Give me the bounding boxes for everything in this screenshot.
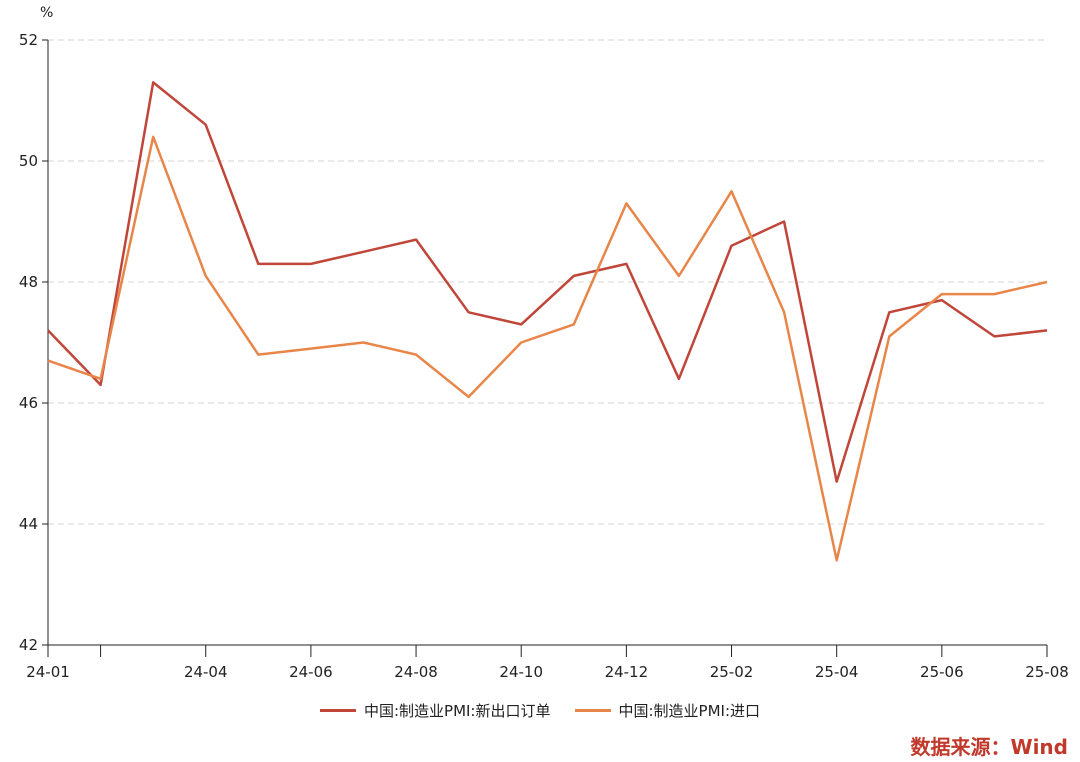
y-tick-label-46: 46: [19, 394, 38, 412]
legend-swatch-export-orders: [319, 709, 356, 712]
x-tick-label-25-04: 25-04: [815, 663, 859, 681]
grid-lines: [48, 39, 1047, 525]
x-tick-label-24-04: 24-04: [184, 663, 228, 681]
x-tick-label-24-06: 24-06: [289, 663, 333, 681]
x-tick-label-24-12: 24-12: [605, 663, 649, 681]
y-tick-label-52: 52: [19, 31, 38, 49]
x-tick-label-25-02: 25-02: [710, 663, 754, 681]
series-line-1: [47, 135, 1048, 562]
y-tick-label-44: 44: [19, 515, 38, 533]
y-tick-label-48: 48: [19, 273, 38, 291]
series-line-0: [47, 81, 1048, 483]
x-tick-label-24-08: 24-08: [394, 663, 438, 681]
x-tick-label-25-08: 25-08: [1025, 663, 1069, 681]
legend-item-imports: 中国:制造业PMI:进口: [574, 700, 761, 721]
legend-item-export-orders: 中国:制造业PMI:新出口订单: [319, 700, 551, 721]
series-layer: [47, 81, 1048, 562]
y-axis-unit: %: [40, 5, 53, 21]
legend-label-imports: 中国:制造业PMI:进口: [618, 702, 761, 720]
axes: 42 44 46 48 50 52 24-01 24-04 24-06 24-08 24-10 24-…: [19, 31, 1069, 681]
x-tick-label-25-06: 25-06: [920, 663, 964, 681]
y-tick-label-42: 42: [19, 636, 38, 654]
legend-swatch-imports: [574, 709, 611, 712]
source-note: 数据来源：Wind: [910, 735, 1068, 759]
legend-label-export-orders: 中国:制造业PMI:新出口订单: [363, 702, 551, 720]
y-tick-label-50: 50: [19, 152, 38, 170]
x-tick-label-24-01: 24-01: [26, 663, 70, 681]
legend: 中国:制造业PMI:新出口订单 中国:制造业PMI:进口: [0, 700, 1080, 721]
line-chart: 42 44 46 48 50 52 24-01 24-04 24-06 24-08 24-10 24-…: [19, 5, 1069, 681]
x-tick-label-24-10: 24-10: [499, 663, 543, 681]
